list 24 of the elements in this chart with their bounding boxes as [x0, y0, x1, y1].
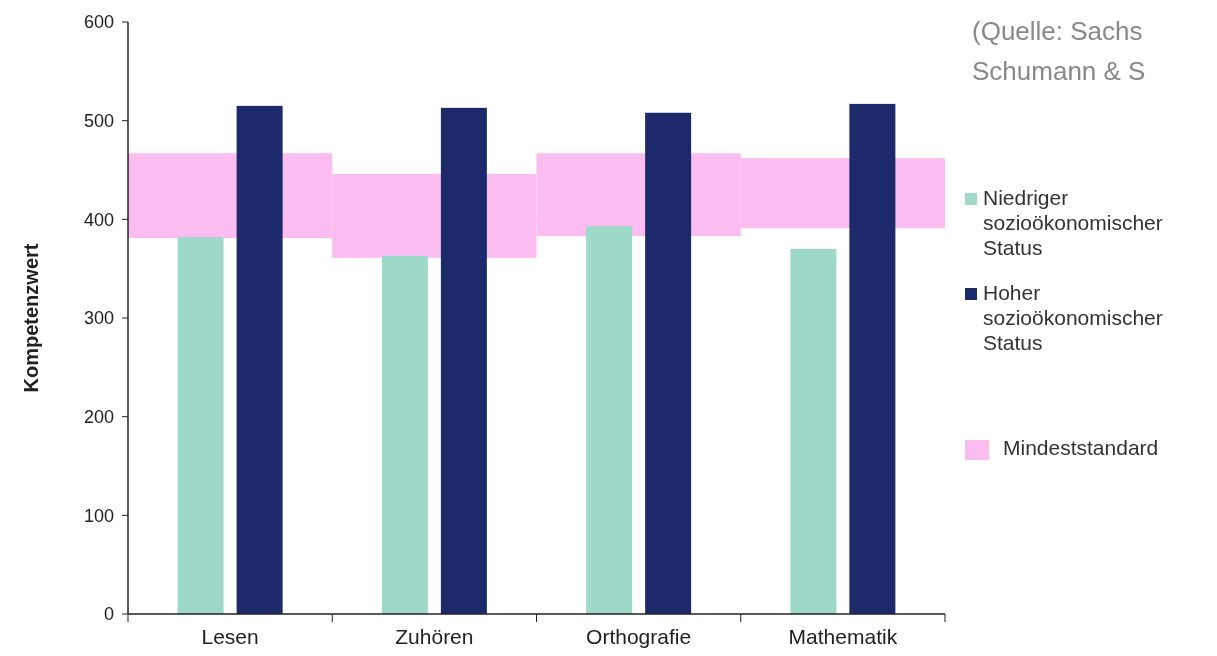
y-tick-label: 500	[83, 110, 114, 131]
y-tick-label: 200	[83, 406, 114, 427]
legend-label: Niedriger sozioökonomischer Status	[983, 186, 1163, 259]
x-tick-label: Zuhören	[395, 625, 474, 648]
bar	[177, 237, 224, 614]
bar	[440, 107, 487, 614]
y-tick-label: 100	[83, 505, 114, 526]
bar	[790, 248, 837, 614]
x-tick-label: Orthografie	[586, 625, 692, 648]
bar	[645, 112, 692, 614]
bar	[586, 226, 633, 614]
bar	[236, 105, 283, 614]
text: (Quelle: Sachs Schumann & S	[972, 16, 1146, 86]
y-tick-label: 0	[103, 604, 114, 625]
legend-label: Hoher sozioökonomischer Status	[983, 281, 1163, 354]
y-tick-label: 600	[83, 12, 114, 33]
legend-label: Mindeststandard	[1003, 436, 1159, 459]
x-tick-label: Lesen	[201, 625, 259, 648]
x-tick-label: Mathematik	[788, 625, 898, 648]
y-tick-label: 300	[83, 308, 114, 329]
y-tick-label: 400	[83, 209, 114, 230]
bar	[381, 255, 428, 614]
y-axis-title: Kompetenzwert	[20, 243, 42, 393]
bar	[849, 103, 896, 614]
